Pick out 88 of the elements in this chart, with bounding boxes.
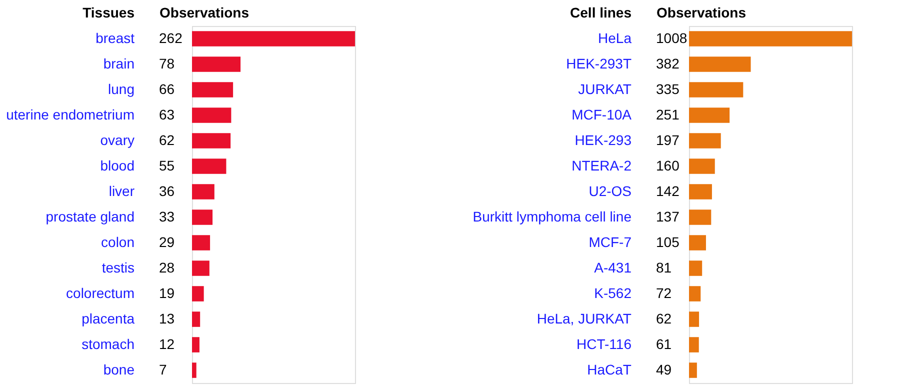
y-tick-label: HeLa, JURKAT [536,310,632,326]
bar [689,362,697,378]
y-tick-label: HaCaT [587,361,632,378]
y-axis-title: Cell lines [570,4,632,20]
data-label: 13 [159,310,175,326]
y-tick-label: liver [108,182,135,199]
bar [689,210,712,225]
data-label: 251 [656,106,680,122]
bar [192,108,232,123]
data-label: 36 [159,182,175,199]
data-label: 335 [656,80,680,97]
y-tick-label: stomach [82,336,134,352]
data-label: 142 [656,182,680,199]
bar [192,184,214,200]
bar [689,337,699,352]
data-label: 382 [656,55,680,72]
data-label: 137 [656,208,680,224]
y-tick-label: NTERA-2 [572,157,632,174]
bar [192,31,355,46]
bar [192,210,213,225]
y-tick-label: blood [100,157,134,174]
data-label: 78 [159,55,175,72]
bar [689,158,715,174]
y-tick-label: HEK-293T [566,55,632,72]
y-tick-label: MCF-7 [588,234,632,250]
bar [192,260,210,276]
data-label: 197 [656,132,680,148]
data-label: 12 [159,336,175,352]
bar [689,31,852,46]
bar [192,286,204,302]
y-tick-label: testis [102,259,134,276]
bar [689,184,712,200]
bar [689,82,744,98]
y-tick-label: HCT-116 [576,336,632,352]
y-tick-label: breast [96,30,135,46]
data-label: 28 [159,259,175,276]
data-label: 61 [656,336,672,352]
y-tick-label: lung [108,80,134,97]
y-tick-label: JURKAT [578,80,632,97]
data-label: 81 [656,259,672,276]
bar [689,286,701,302]
y-tick-label: Burkitt lymphoma cell line [472,208,632,224]
y-tick-label: ovary [100,132,134,148]
data-label: 55 [159,157,175,174]
y-tick-label: bone [103,361,135,378]
x-axis-title: Observations [656,4,746,20]
y-tick-label: uterine endometrium [6,106,134,122]
y-tick-label: U2-OS [588,182,632,199]
y-tick-label: colon [101,234,134,250]
data-label: 262 [159,30,183,46]
bar [192,158,226,174]
bar [192,362,196,378]
data-label: 1008 [656,30,688,46]
data-label: 33 [159,208,175,224]
bar [192,82,234,98]
data-label: 49 [656,361,672,378]
data-label: 105 [656,234,680,250]
data-label: 7 [159,361,167,378]
bar [192,133,231,148]
bar [192,56,241,72]
data-label: 72 [656,284,672,301]
bar [689,56,751,72]
bar [192,312,200,327]
data-label: 66 [159,80,175,97]
data-label: 160 [656,157,680,174]
y-tick-label: placenta [82,310,135,326]
y-tick-label: HeLa [598,30,632,46]
data-label: 62 [656,310,672,326]
y-tick-label: brain [103,55,134,72]
bar [689,133,721,148]
y-tick-label: K-562 [594,284,632,301]
data-label: 62 [159,132,175,148]
data-label: 29 [159,234,175,250]
y-tick-label: MCF-10A [572,106,632,122]
y-axis-title: Tissues [82,4,135,20]
bar [689,108,730,123]
y-tick-label: HEK-293 [574,132,632,148]
y-tick-label: prostate gland [46,208,134,224]
bar [192,235,210,250]
bar [689,312,700,327]
data-label: 63 [159,106,175,122]
y-tick-label: colorectum [66,284,134,301]
x-axis-title: Observations [160,4,250,20]
bar [192,337,200,352]
bar [689,235,706,250]
y-tick-label: A-431 [594,259,632,276]
bar [689,260,702,276]
data-label: 19 [159,284,175,301]
